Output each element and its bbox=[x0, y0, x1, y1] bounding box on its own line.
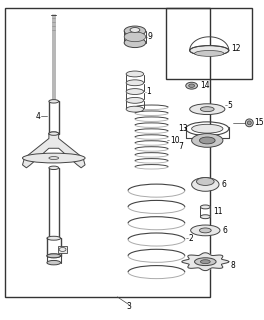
Ellipse shape bbox=[22, 153, 85, 163]
Text: 7: 7 bbox=[178, 142, 183, 151]
Ellipse shape bbox=[195, 258, 216, 266]
Polygon shape bbox=[182, 253, 229, 271]
Ellipse shape bbox=[196, 178, 214, 185]
Ellipse shape bbox=[47, 254, 61, 258]
Ellipse shape bbox=[190, 104, 225, 115]
Ellipse shape bbox=[49, 100, 59, 103]
Ellipse shape bbox=[126, 80, 144, 86]
Ellipse shape bbox=[126, 106, 144, 112]
Ellipse shape bbox=[47, 254, 61, 258]
Text: 9: 9 bbox=[148, 32, 153, 41]
Text: 8: 8 bbox=[231, 261, 235, 270]
Ellipse shape bbox=[126, 71, 144, 77]
Ellipse shape bbox=[49, 132, 59, 135]
Polygon shape bbox=[22, 134, 85, 168]
Text: 1: 1 bbox=[147, 87, 152, 96]
Ellipse shape bbox=[124, 38, 146, 48]
Text: 15: 15 bbox=[254, 118, 264, 127]
Ellipse shape bbox=[195, 51, 224, 56]
Text: 6: 6 bbox=[222, 180, 227, 189]
Text: 14: 14 bbox=[200, 81, 210, 90]
Ellipse shape bbox=[49, 166, 59, 170]
Ellipse shape bbox=[246, 119, 253, 127]
Text: 3: 3 bbox=[127, 302, 131, 311]
Text: 2: 2 bbox=[189, 234, 194, 243]
Text: 6: 6 bbox=[223, 226, 228, 235]
Ellipse shape bbox=[247, 121, 251, 125]
Ellipse shape bbox=[47, 260, 61, 265]
Text: 12: 12 bbox=[231, 44, 240, 53]
Bar bbox=[166, 8, 252, 79]
Ellipse shape bbox=[124, 32, 146, 42]
Ellipse shape bbox=[200, 137, 215, 144]
Text: 10: 10 bbox=[170, 136, 180, 145]
Text: 13: 13 bbox=[178, 124, 187, 133]
Ellipse shape bbox=[192, 124, 223, 133]
Ellipse shape bbox=[49, 132, 59, 135]
Ellipse shape bbox=[126, 97, 144, 103]
Ellipse shape bbox=[200, 228, 211, 233]
Ellipse shape bbox=[47, 236, 61, 240]
Ellipse shape bbox=[130, 28, 140, 32]
Ellipse shape bbox=[124, 26, 146, 36]
Ellipse shape bbox=[192, 178, 219, 191]
Ellipse shape bbox=[200, 205, 210, 209]
Ellipse shape bbox=[200, 215, 210, 219]
Ellipse shape bbox=[189, 84, 195, 87]
Ellipse shape bbox=[49, 156, 59, 159]
Ellipse shape bbox=[191, 225, 220, 236]
Text: 5: 5 bbox=[228, 101, 233, 110]
Ellipse shape bbox=[126, 89, 144, 94]
Ellipse shape bbox=[200, 260, 210, 264]
Text: 4: 4 bbox=[35, 111, 40, 121]
Text: 11: 11 bbox=[213, 207, 223, 216]
Bar bbox=[5, 8, 210, 297]
Bar bbox=[58, 246, 68, 253]
Ellipse shape bbox=[192, 134, 223, 147]
Ellipse shape bbox=[186, 82, 197, 89]
Ellipse shape bbox=[200, 107, 214, 112]
Ellipse shape bbox=[190, 46, 229, 55]
